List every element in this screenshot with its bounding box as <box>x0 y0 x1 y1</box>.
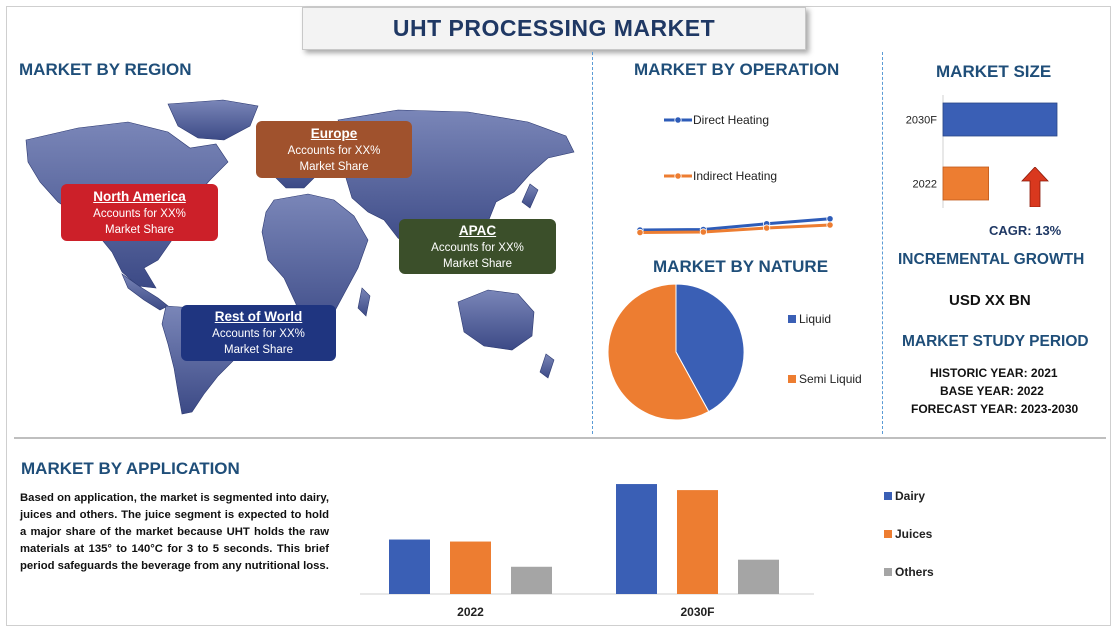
new-zealand-shape <box>539 353 555 379</box>
page-title: UHT PROCESSING MARKET <box>392 15 716 41</box>
europe-callout: Europe Accounts for XX% Market Share <box>256 121 412 178</box>
operation-point <box>699 228 707 236</box>
application-legend-swatch <box>884 492 892 500</box>
application-legend-label: Others <box>895 565 934 579</box>
operation-legend-label: Indirect Heating <box>693 169 777 183</box>
title-banner: UHT PROCESSING MARKET <box>302 7 806 50</box>
north-america-callout-title: North America <box>93 188 186 204</box>
nature-legend-label: Liquid <box>799 312 831 326</box>
divider-right <box>882 52 883 434</box>
size-tick-label: 2030F <box>906 115 937 127</box>
size-bar-2030F <box>942 102 1058 137</box>
nature-slice-1 <box>607 283 710 421</box>
nature-legend-swatch <box>788 315 796 323</box>
application-legend-label: Dairy <box>895 489 925 503</box>
greenland-shape <box>167 99 259 141</box>
divider-left <box>592 52 593 434</box>
size-chart: 2030F 2022 <box>906 95 1058 208</box>
apac-callout: APAC Accounts for XX% Market Share <box>399 219 556 274</box>
operation-line-1 <box>639 223 831 234</box>
apac-callout-line1: Accounts for XX% <box>431 241 524 254</box>
nature-heading: MARKET BY NATURE <box>653 257 829 276</box>
nature-chart: Liquid Semi Liquid <box>607 283 862 421</box>
operation-line-0 <box>639 217 831 232</box>
north-america-callout-line1: Accounts for XX% <box>93 207 186 220</box>
operation-point <box>636 228 644 237</box>
application-tick-label: 2030F <box>680 605 714 619</box>
application-legend-label: Juices <box>895 527 933 541</box>
application-legend-swatch <box>884 530 892 538</box>
size-bar-2022 <box>942 166 989 201</box>
page-frame <box>6 6 1111 626</box>
application-heading: MARKET BY APPLICATION <box>21 459 240 478</box>
row-callout-line1: Accounts for XX% <box>212 328 305 340</box>
apac-callout-title: APAC <box>458 222 497 238</box>
operation-legend-marker <box>674 116 682 124</box>
operation-point <box>763 224 771 232</box>
nature-legend-swatch <box>788 375 796 383</box>
divider-horizontal <box>14 437 1106 439</box>
forecast-year: FORECAST YEAR: 2023-2030 <box>911 402 1079 416</box>
australia-shape <box>457 289 535 351</box>
europe-callout-line2: Market Share <box>299 160 369 173</box>
application-legend-swatch <box>884 568 892 576</box>
region-heading: MARKET BY REGION <box>19 60 192 79</box>
cagr-label: CAGR: 13% <box>989 223 1062 238</box>
operation-heading: MARKET BY OPERATION <box>634 60 840 79</box>
operation-point <box>826 221 834 229</box>
incremental-heading: INCREMENTAL GROWTH <box>898 251 1085 268</box>
application-bar <box>616 484 657 594</box>
apac-callout-line2: Market Share <box>442 257 513 270</box>
application-bar <box>389 539 430 594</box>
application-chart: 2022 2030F Dairy Juices Others <box>360 484 934 619</box>
operation-point <box>826 215 834 223</box>
growth-arrow-icon <box>1021 167 1049 207</box>
application-bar <box>511 566 552 594</box>
application-bar <box>738 559 779 594</box>
europe-callout-title: Europe <box>310 125 358 141</box>
study-heading: MARKET STUDY PERIOD <box>902 333 1089 350</box>
north-america-callout-line2: Market Share <box>104 223 175 236</box>
operation-legend-marker <box>674 172 682 180</box>
incremental-value: USD XX BN <box>949 292 1031 309</box>
europe-callout-line1: Accounts for XX% <box>287 144 381 157</box>
historic-year: HISTORIC YEAR: 2021 <box>930 366 1058 380</box>
nature-slice-0 <box>675 283 745 413</box>
madagascar-shape <box>357 287 371 317</box>
japan-shape <box>521 183 539 209</box>
row-callout-title: Rest of World <box>214 309 303 324</box>
application-bar <box>450 541 491 594</box>
base-year: BASE YEAR: 2022 <box>940 384 1044 398</box>
application-tick-label: 2022 <box>457 605 484 619</box>
application-description: Based on application, the market is segm… <box>20 492 329 572</box>
row-callout: Rest of World Accounts for XX% Market Sh… <box>181 305 336 361</box>
central-america-shape <box>121 273 169 311</box>
size-tick-label: 2022 <box>913 179 937 191</box>
operation-legend-label: Direct Heating <box>693 113 769 127</box>
nature-legend-label: Semi Liquid <box>799 372 862 386</box>
application-bar <box>677 490 718 594</box>
row-callout-line2: Market Share <box>223 344 294 356</box>
size-heading: MARKET SIZE <box>936 62 1052 81</box>
operation-chart: Direct Heating Indirect Heating <box>636 113 834 237</box>
north-america-callout: North America Accounts for XX% Market Sh… <box>61 184 218 241</box>
